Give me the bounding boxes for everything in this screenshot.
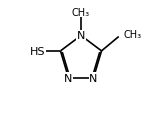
Text: CH₃: CH₃	[72, 8, 90, 18]
Text: N: N	[64, 73, 73, 83]
Text: N: N	[77, 31, 85, 41]
Text: HS: HS	[30, 46, 45, 56]
Text: CH₃: CH₃	[124, 30, 142, 40]
Text: N: N	[89, 73, 98, 83]
